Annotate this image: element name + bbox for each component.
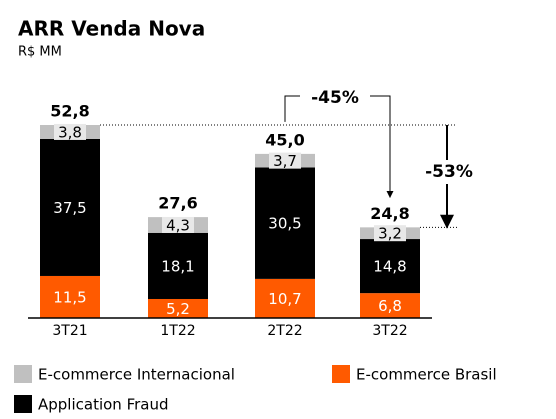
- value-label: 3,8: [58, 123, 82, 141]
- legend-label: E-commerce Brasil: [356, 366, 497, 384]
- chart-subtitle: R$ MM: [18, 45, 62, 60]
- bar-segment: [148, 298, 208, 318]
- value-label: 11,5: [53, 288, 86, 306]
- annotation-bg: [417, 160, 477, 184]
- legend-swatch: [14, 395, 32, 413]
- legend-swatch: [332, 365, 350, 383]
- bar-segment: [360, 239, 420, 294]
- annotation: -45%: [311, 88, 359, 108]
- value-label: 4,3: [166, 216, 190, 234]
- legend-swatch: [14, 365, 32, 383]
- x-tick-label: 2T22: [267, 323, 302, 339]
- legend-label: Application Fraud: [38, 396, 169, 414]
- value-label: 5,2: [166, 300, 190, 318]
- bar-segment: [40, 138, 100, 276]
- value-label: 37,5: [53, 199, 86, 217]
- total-label: 24,8: [370, 204, 409, 223]
- chart-title: ARR Venda Nova: [18, 17, 205, 41]
- value-label: 6,8: [378, 297, 402, 315]
- bracket: [284, 95, 390, 197]
- bar-segment: [148, 232, 208, 299]
- value-label: 18,1: [161, 257, 194, 275]
- bar-segment: [255, 167, 315, 279]
- legend-label: E-commerce Internacional: [38, 366, 235, 384]
- value-label: 30,5: [268, 215, 301, 233]
- label-box: [269, 152, 301, 169]
- value-label: 3,7: [273, 152, 297, 170]
- value-label: 14,8: [373, 258, 406, 276]
- label-box: [54, 123, 86, 140]
- x-tick-label: 3T22: [372, 323, 407, 339]
- bar-segment: [40, 275, 100, 318]
- label-box: [374, 225, 406, 242]
- value-label: 3,2: [378, 225, 402, 243]
- x-tick-label: 1T22: [160, 323, 195, 339]
- bar-segment: [360, 293, 420, 318]
- value-label: 10,7: [268, 290, 301, 308]
- annotation: -53%: [425, 162, 473, 182]
- total-label: 45,0: [265, 130, 304, 149]
- bar-segment: [255, 278, 315, 318]
- total-label: 52,8: [50, 102, 89, 121]
- x-tick-label: 3T21: [52, 323, 87, 339]
- label-box: [162, 216, 194, 233]
- total-label: 27,6: [158, 194, 197, 213]
